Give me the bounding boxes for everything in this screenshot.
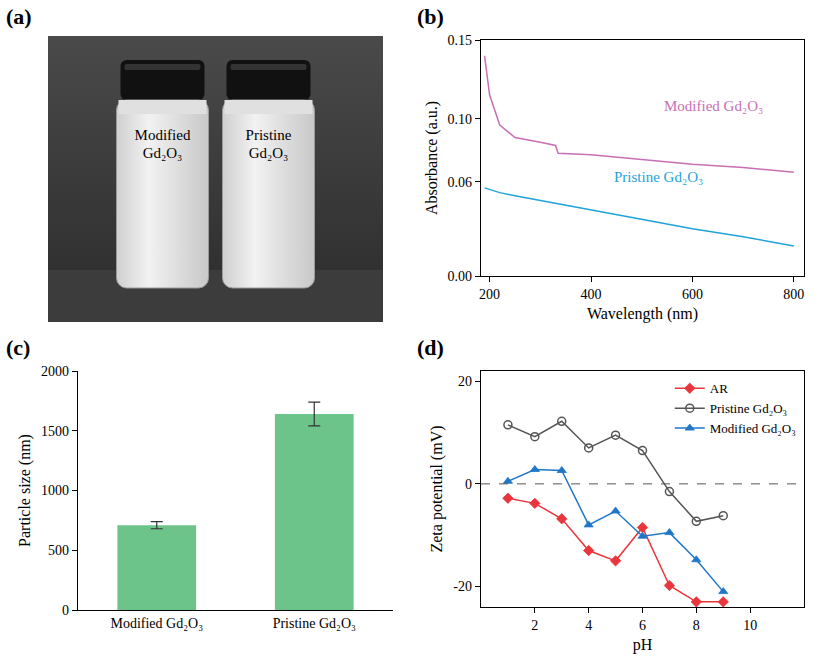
html-text:(b): (b) xyxy=(417,4,444,29)
svg-text:Wavelength (nm): Wavelength (nm) xyxy=(587,305,698,323)
svg-text:0.00: 0.00 xyxy=(448,269,473,284)
svg-text:Modified Gd₂O₃: Modified Gd₂O₃ xyxy=(710,421,796,436)
html-text:(c): (c) xyxy=(6,335,31,360)
svg-text:Modified Gd₂O₃: Modified Gd₂O₃ xyxy=(664,98,763,114)
svg-text:Modified: Modified xyxy=(135,127,191,143)
svg-text:8: 8 xyxy=(693,618,700,633)
svg-text:0.10: 0.10 xyxy=(448,112,473,127)
svg-text:200: 200 xyxy=(479,287,500,302)
svg-text:AR: AR xyxy=(710,381,728,396)
svg-text:Gd₂O₃: Gd₂O₃ xyxy=(143,145,183,161)
svg-text:1500: 1500 xyxy=(41,424,69,439)
svg-text:10: 10 xyxy=(743,618,757,633)
html-text:(a): (a) xyxy=(6,4,32,29)
svg-text:0: 0 xyxy=(465,477,472,492)
svg-text:Pristine Gd₂O₃: Pristine Gd₂O₃ xyxy=(614,169,703,185)
svg-text:20: 20 xyxy=(458,374,472,389)
svg-text:Pristine Gd₂O₃: Pristine Gd₂O₃ xyxy=(273,616,356,631)
svg-text:1000: 1000 xyxy=(41,483,69,498)
svg-text:0: 0 xyxy=(62,603,69,618)
svg-text:pH: pH xyxy=(633,636,653,654)
svg-text:Gd₂O₃: Gd₂O₃ xyxy=(249,145,289,161)
svg-text:0.15: 0.15 xyxy=(448,33,473,48)
html-text:(d): (d) xyxy=(417,335,444,360)
svg-text:0.06: 0.06 xyxy=(448,175,473,190)
svg-text:Modified Gd₂O₃: Modified Gd₂O₃ xyxy=(110,616,203,631)
svg-text:4: 4 xyxy=(585,618,592,633)
svg-text:500: 500 xyxy=(48,543,69,558)
svg-text:-20: -20 xyxy=(453,579,472,594)
svg-text:Particle size (nm): Particle size (nm) xyxy=(16,434,34,547)
svg-text:2000: 2000 xyxy=(41,364,69,379)
svg-text:Absorbance (a.u.): Absorbance (a.u.) xyxy=(423,101,441,215)
svg-text:800: 800 xyxy=(783,287,804,302)
svg-text:Zeta potential (mV): Zeta potential (mV) xyxy=(428,425,446,552)
svg-text:Pristine: Pristine xyxy=(246,127,292,143)
svg-text:2: 2 xyxy=(531,618,538,633)
svg-text:Pristine Gd₂O₃: Pristine Gd₂O₃ xyxy=(710,401,787,416)
svg-text:6: 6 xyxy=(639,618,646,633)
svg-text:600: 600 xyxy=(682,287,703,302)
svg-text:400: 400 xyxy=(581,287,602,302)
